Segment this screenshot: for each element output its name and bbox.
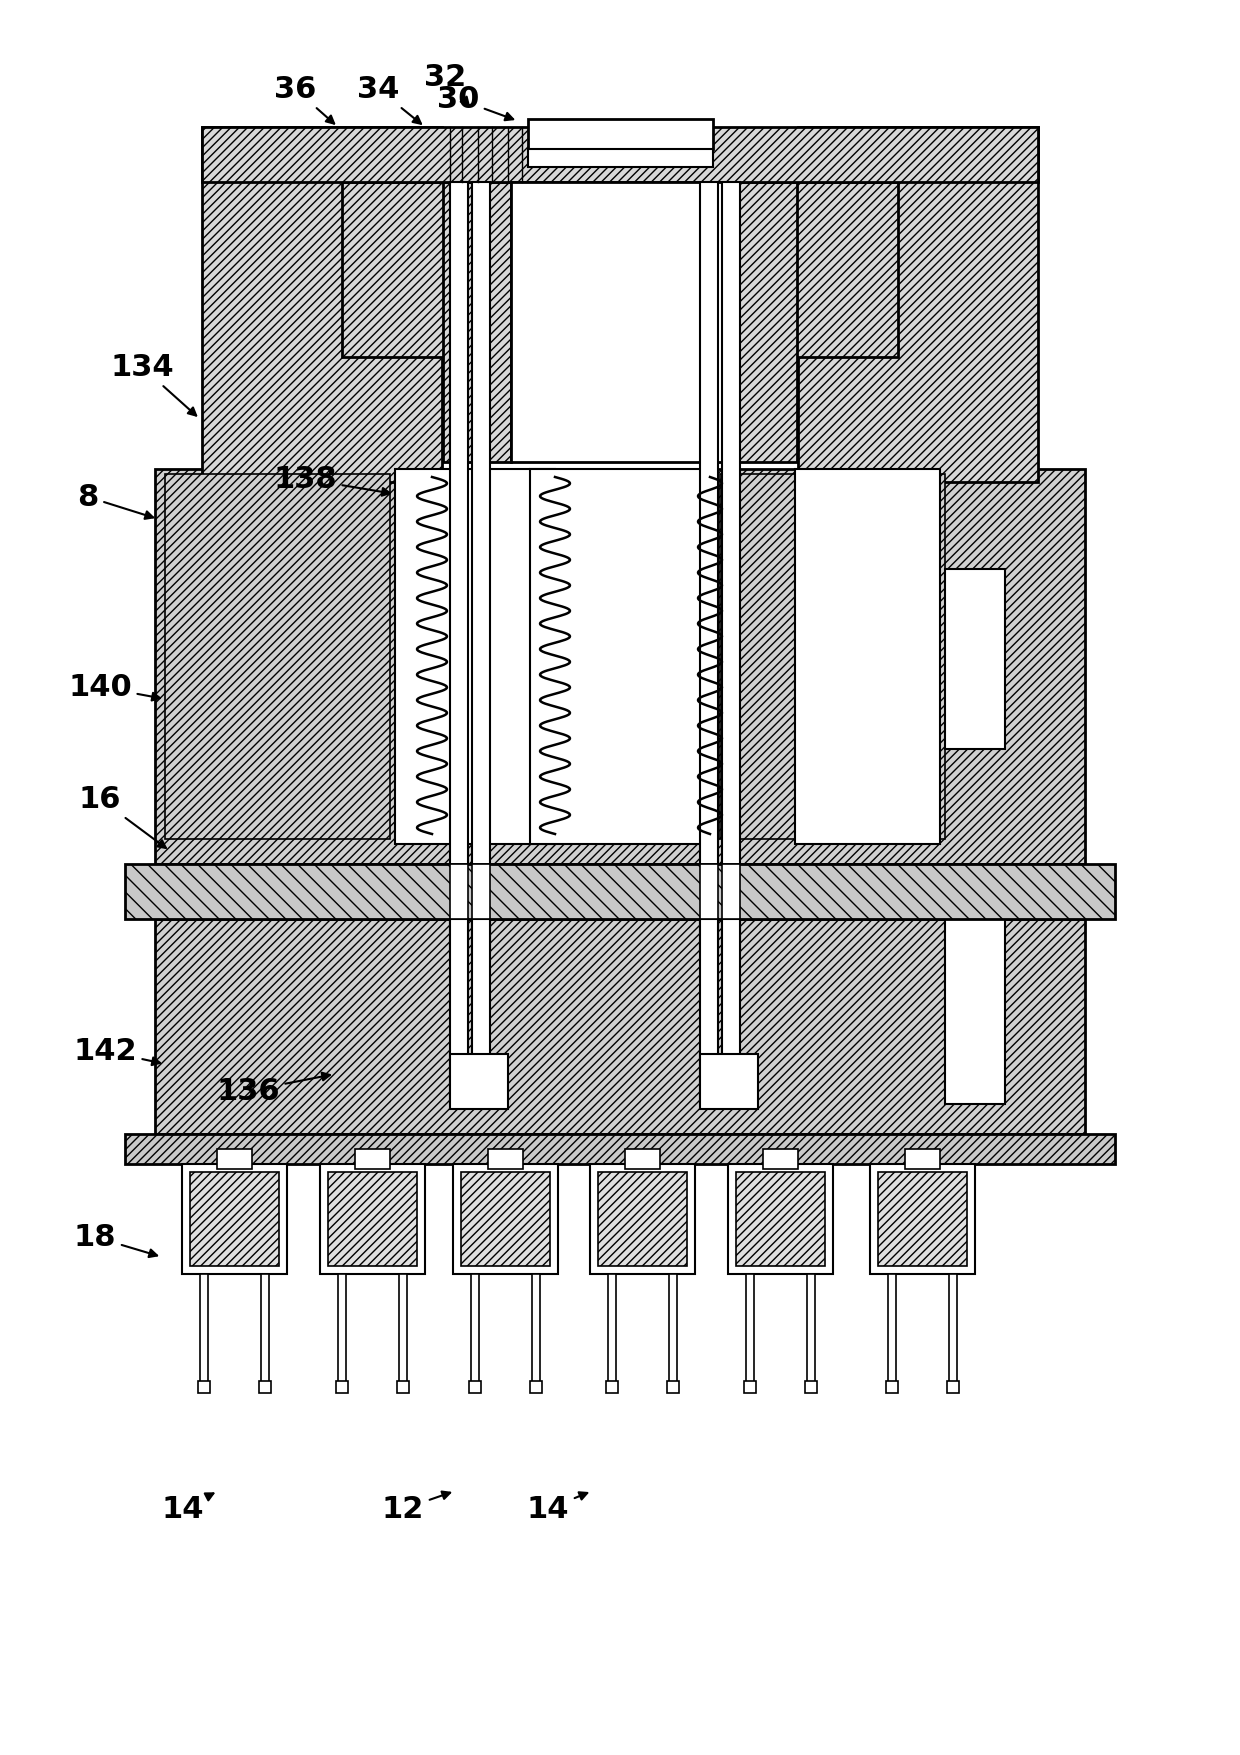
Bar <box>606 1381 618 1393</box>
Bar <box>217 1150 252 1169</box>
Bar <box>763 1150 799 1169</box>
Text: 32: 32 <box>424 63 469 105</box>
Text: 142: 142 <box>73 1037 160 1065</box>
Bar <box>608 1274 616 1390</box>
Bar <box>355 1150 391 1169</box>
Text: 30: 30 <box>436 86 513 121</box>
Bar <box>339 1274 346 1390</box>
Bar <box>155 920 1085 1134</box>
Bar <box>472 865 490 920</box>
Bar <box>182 1164 286 1274</box>
Text: 136: 136 <box>216 1072 330 1106</box>
Bar <box>529 1381 542 1393</box>
Bar <box>701 183 718 953</box>
Bar <box>528 119 713 149</box>
Bar <box>397 1381 409 1393</box>
Bar <box>807 1274 815 1390</box>
Bar <box>667 1381 680 1393</box>
Bar <box>720 476 945 839</box>
Bar <box>670 1274 677 1390</box>
Bar <box>511 183 729 463</box>
Bar <box>125 1134 1115 1164</box>
Bar <box>737 1172 825 1267</box>
Bar <box>450 1055 508 1109</box>
Bar <box>945 920 1004 1104</box>
Bar <box>701 920 718 1104</box>
Text: 14: 14 <box>527 1492 588 1523</box>
Bar <box>590 1164 694 1274</box>
Bar <box>450 865 467 920</box>
Bar <box>450 920 467 1104</box>
Bar <box>625 1150 660 1169</box>
Text: 8: 8 <box>77 483 153 519</box>
Bar <box>320 1164 425 1274</box>
Bar <box>471 1274 479 1390</box>
Bar <box>947 1381 959 1393</box>
Bar <box>560 476 706 839</box>
Bar <box>722 920 740 1104</box>
Bar <box>450 183 467 953</box>
Bar <box>529 470 711 844</box>
Bar <box>472 920 490 1104</box>
Bar <box>259 1381 272 1393</box>
Bar <box>701 865 718 920</box>
Text: 134: 134 <box>110 353 196 416</box>
Bar <box>155 470 1085 865</box>
Bar <box>461 1172 551 1267</box>
Text: 16: 16 <box>79 784 166 848</box>
Bar <box>125 865 1115 920</box>
Bar <box>342 183 450 358</box>
Text: 34: 34 <box>357 75 422 125</box>
Bar <box>888 1274 897 1390</box>
Bar <box>870 1164 975 1274</box>
Text: 12: 12 <box>382 1492 450 1523</box>
Bar <box>790 183 898 358</box>
Bar <box>165 476 391 839</box>
Bar <box>399 1274 407 1390</box>
Text: 138: 138 <box>273 465 389 497</box>
Bar <box>722 865 740 920</box>
Bar <box>722 183 740 953</box>
Bar <box>878 1172 967 1267</box>
Text: 14: 14 <box>161 1494 213 1523</box>
Bar <box>190 1172 279 1267</box>
Bar <box>202 128 1038 183</box>
Bar <box>396 470 556 844</box>
Bar <box>744 1381 756 1393</box>
Bar <box>329 1172 417 1267</box>
Bar <box>198 1381 210 1393</box>
Bar <box>469 1381 481 1393</box>
Bar <box>472 183 490 953</box>
Bar <box>728 1164 833 1274</box>
Bar <box>701 1055 758 1109</box>
Bar <box>805 1381 817 1393</box>
Bar <box>200 1274 208 1390</box>
Bar <box>945 570 1004 749</box>
Text: 18: 18 <box>73 1223 157 1257</box>
Bar <box>453 1164 558 1274</box>
Bar <box>598 1172 687 1267</box>
Bar <box>949 1274 957 1390</box>
Text: 140: 140 <box>68 674 160 702</box>
Bar <box>795 470 940 844</box>
Bar <box>905 1150 940 1169</box>
Bar <box>202 128 441 483</box>
Bar <box>887 1381 898 1393</box>
Bar <box>532 1274 539 1390</box>
Bar <box>336 1381 348 1393</box>
Text: 36: 36 <box>274 75 334 125</box>
Bar <box>729 183 797 463</box>
Bar <box>260 1274 269 1390</box>
Bar <box>528 149 713 168</box>
Bar <box>799 128 1038 483</box>
Bar <box>443 183 511 463</box>
Bar <box>489 1150 523 1169</box>
Bar <box>746 1274 754 1390</box>
